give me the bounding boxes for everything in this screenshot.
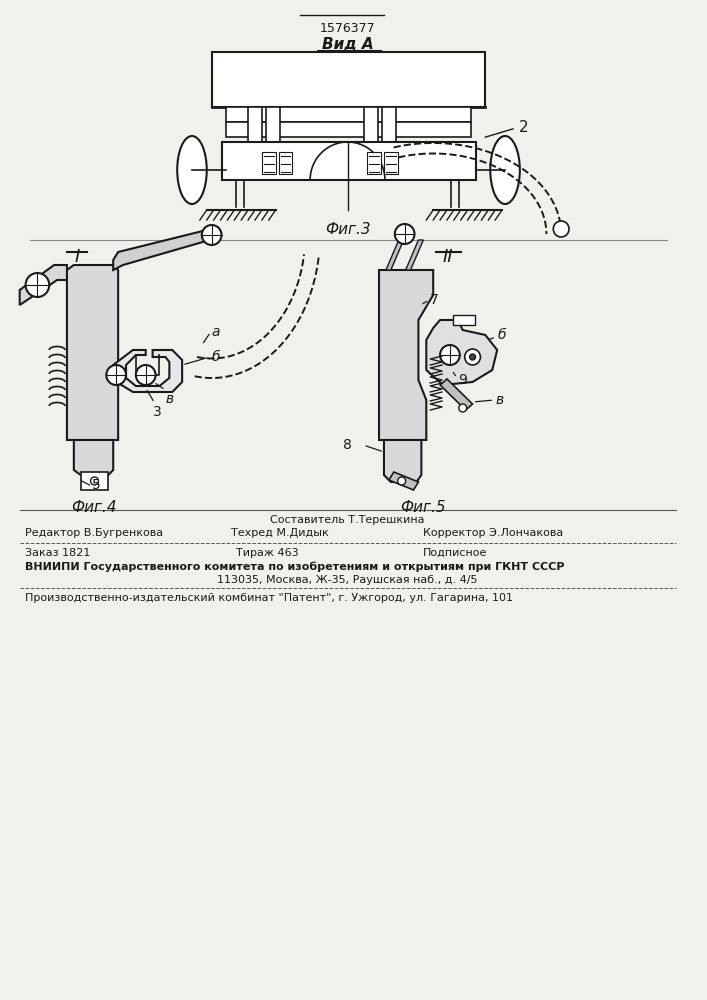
Circle shape (90, 477, 98, 485)
Text: 8: 8 (343, 438, 351, 452)
Polygon shape (113, 230, 216, 270)
Bar (266, 107, 279, 142)
Text: 9: 9 (458, 373, 467, 387)
Bar (226, 122, 471, 137)
Polygon shape (384, 440, 421, 482)
Text: 3: 3 (153, 405, 161, 419)
Bar (221, 142, 476, 180)
Text: Вид А: Вид А (322, 37, 373, 52)
Text: ВНИИПИ Государственного комитета по изобретениям и открытиям при ГКНТ СССР: ВНИИПИ Государственного комитета по изоб… (25, 562, 564, 572)
Text: в: в (495, 393, 503, 407)
Text: в: в (165, 392, 173, 406)
Circle shape (459, 404, 467, 412)
Circle shape (554, 221, 569, 237)
Text: 1576377: 1576377 (320, 22, 375, 35)
Text: 7: 7 (431, 293, 439, 307)
Circle shape (25, 273, 49, 297)
Polygon shape (386, 240, 404, 270)
Text: Техред М.Дидык: Техред М.Дидык (231, 528, 329, 538)
Circle shape (136, 365, 156, 385)
Text: Редактор В.Бугренкова: Редактор В.Бугренкова (25, 528, 163, 538)
Ellipse shape (177, 136, 206, 204)
Bar (211, 52, 486, 107)
Polygon shape (426, 320, 497, 385)
Bar (367, 152, 381, 174)
Text: Подписное: Подписное (423, 548, 488, 558)
Bar (279, 152, 293, 174)
Polygon shape (74, 440, 113, 475)
Bar (453, 315, 474, 325)
Text: Фиг.5: Фиг.5 (401, 500, 446, 515)
Circle shape (440, 345, 460, 365)
Bar (226, 107, 471, 122)
Ellipse shape (490, 136, 520, 204)
Text: I: I (74, 248, 79, 266)
Circle shape (469, 354, 476, 360)
Text: Корректор Э.Лончакова: Корректор Э.Лончакова (423, 528, 563, 538)
Text: Фиг.4: Фиг.4 (71, 500, 117, 515)
Circle shape (106, 365, 126, 385)
Bar (364, 107, 378, 142)
Polygon shape (379, 270, 433, 440)
Text: Составитель Т.Терешкина: Составитель Т.Терешкина (270, 515, 425, 525)
Text: II: II (443, 248, 453, 266)
Text: Фиг.3: Фиг.3 (325, 222, 370, 237)
Bar (384, 152, 398, 174)
Bar (262, 152, 276, 174)
Text: Производственно-издательский комбинат "Патент", г. Ужгород, ул. Гагарина, 101: Производственно-издательский комбинат "П… (25, 593, 513, 603)
Polygon shape (20, 265, 67, 305)
Polygon shape (389, 472, 419, 490)
Text: б: б (497, 328, 506, 342)
Text: а: а (211, 325, 220, 339)
Bar (81, 472, 108, 490)
Polygon shape (113, 350, 182, 392)
Polygon shape (67, 265, 118, 440)
Text: 2: 2 (519, 120, 528, 135)
Bar (382, 107, 396, 142)
Text: 113035, Москва, Ж-35, Раушская наб., д. 4/5: 113035, Москва, Ж-35, Раушская наб., д. … (217, 575, 478, 585)
Circle shape (395, 224, 414, 244)
Polygon shape (440, 379, 472, 410)
Text: 5: 5 (92, 478, 100, 492)
Bar (248, 107, 262, 142)
Circle shape (398, 477, 406, 485)
Circle shape (201, 225, 221, 245)
Polygon shape (406, 240, 423, 270)
Circle shape (464, 349, 481, 365)
Text: Тираж 463: Тираж 463 (236, 548, 299, 558)
Text: Заказ 1821: Заказ 1821 (25, 548, 90, 558)
Text: б: б (211, 350, 220, 364)
